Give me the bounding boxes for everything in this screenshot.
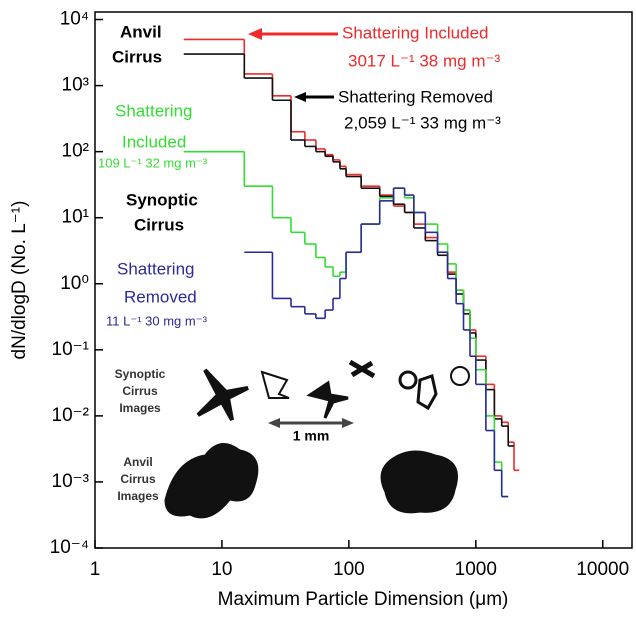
y-tick-label: 10⁻¹ — [52, 339, 90, 360]
arrow-head — [294, 92, 306, 102]
annotation: Included — [122, 132, 186, 151]
annotation: 2,059 L⁻¹ 33 mg m⁻³ — [344, 113, 501, 132]
plot-frame — [94, 11, 633, 549]
x-tick-label: 1 — [90, 559, 101, 580]
y-tick-label: 10¹ — [62, 207, 89, 228]
y-tick-label: 10³ — [62, 75, 89, 96]
arrow-head — [248, 28, 262, 40]
annotation: Cirrus — [112, 47, 162, 66]
annotation: Cirrus — [134, 215, 184, 234]
annotation: Anvil — [120, 22, 162, 41]
x-tick-label: 100 — [333, 559, 365, 580]
annotation: Images — [119, 401, 161, 415]
y-tick-label: 10⁻³ — [52, 471, 90, 492]
annotation: Shattering — [115, 101, 193, 120]
annotation: Synoptic — [115, 367, 166, 381]
y-tick-label: 10⁻⁴ — [50, 537, 89, 558]
plot-area — [183, 38, 520, 498]
annotation: Removed — [124, 287, 197, 306]
annotation: Synoptic — [126, 190, 198, 209]
annotation: 11 L⁻¹ 30 mg m⁻³ — [106, 313, 208, 328]
y-tick-label: 10⁴ — [60, 9, 89, 30]
annotation: Shattering Removed — [338, 87, 493, 106]
y-axis-label: dN/dlogD (No. L⁻¹) — [9, 201, 30, 360]
annotation: 109 L⁻¹ 32 mg m⁻³ — [98, 155, 208, 170]
annotation: Shattering — [117, 259, 195, 278]
particle-images — [164, 359, 470, 519]
annotation: 3017 L⁻¹ 38 mg m⁻³ — [348, 51, 500, 70]
x-axis-label: Maximum Particle Dimension (μm) — [218, 589, 509, 610]
x-tick-label: 10000 — [576, 559, 629, 580]
y-tick-label: 10⁰ — [60, 273, 89, 294]
annotation: Shattering Included — [342, 23, 489, 42]
scale-label: 1 mm — [293, 428, 330, 444]
y-tick-label: 10⁻² — [52, 405, 90, 426]
annotation: Cirrus — [122, 384, 158, 398]
x-tick-label: 10 — [211, 559, 232, 580]
x-tick-label: 1000 — [455, 559, 497, 580]
annotation: Anvil — [123, 455, 152, 469]
y-tick-label: 10² — [62, 141, 89, 162]
annotation: Cirrus — [120, 472, 156, 486]
annotation: Images — [117, 489, 159, 503]
